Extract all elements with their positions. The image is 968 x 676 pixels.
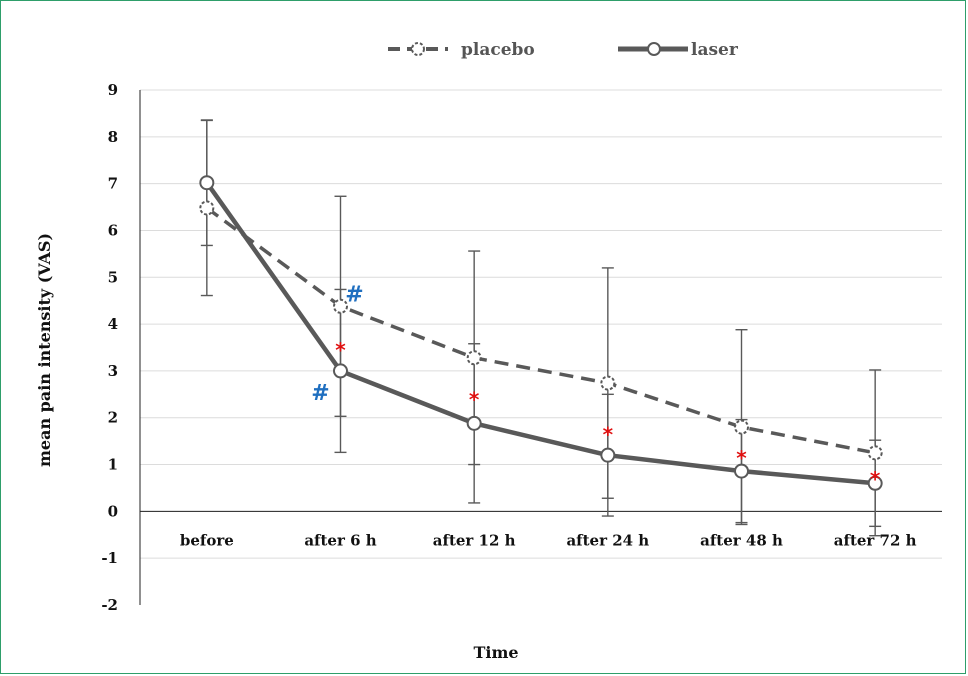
y-tick-label: 7	[108, 175, 118, 193]
x-tick-label: after 6 h	[304, 531, 376, 549]
data-point-laser	[600, 447, 616, 463]
hash-marker: #	[345, 283, 363, 308]
legend-item-laser: laser	[618, 40, 739, 60]
x-tick-label: after 48 h	[700, 531, 783, 549]
legend-label-placebo: placebo	[461, 40, 535, 60]
data-point-placebo	[734, 419, 749, 435]
y-tick-label: 8	[108, 128, 118, 146]
series-lines	[204, 181, 876, 486]
x-axis-title: Time	[473, 643, 518, 662]
y-tick-label: 9	[108, 81, 118, 99]
x-tick-labels: before after 6 h after 12 h after 24 h after…	[180, 531, 917, 549]
data-point-laser	[199, 175, 215, 191]
legend-label-laser: laser	[691, 40, 739, 60]
series-line-laser	[204, 181, 876, 486]
y-tick-label: -2	[101, 596, 118, 614]
x-tick-label: before	[180, 531, 234, 549]
legend: placebo laser	[388, 40, 739, 60]
gridlines	[140, 89, 942, 559]
y-tick-label: 5	[108, 268, 118, 286]
data-point-placebo	[333, 298, 348, 314]
y-tick-label: 0	[108, 502, 118, 520]
y-tick-label: -1	[101, 549, 118, 567]
asterisk-marker: *	[469, 387, 480, 411]
data-point-laser	[466, 415, 482, 431]
data-point-placebo	[600, 375, 616, 391]
y-tick-label: 4	[108, 315, 118, 333]
legend-marker-placebo	[411, 42, 425, 56]
legend-item-placebo: placebo	[388, 40, 535, 60]
data-point-laser	[867, 475, 883, 491]
hash-marker: #	[311, 381, 329, 406]
x-tick-label: after 12 h	[433, 531, 516, 549]
asterisk-marker: *	[335, 338, 346, 362]
series-line-placebo	[205, 206, 876, 455]
y-axis-title: mean pain intensity (VAS)	[35, 233, 54, 467]
y-tick-label: 6	[108, 221, 118, 239]
data-point-placebo	[199, 200, 215, 216]
legend-marker-laser	[647, 42, 661, 56]
y-tick-label: 3	[108, 362, 118, 380]
data-point-placebo	[867, 445, 883, 461]
y-tick-label: 1	[108, 456, 118, 474]
significance-markers: ##*****	[311, 283, 881, 491]
asterisk-marker: *	[603, 422, 614, 446]
x-tick-label: after 24 h	[566, 531, 649, 549]
data-point-laser	[333, 363, 348, 379]
data-point-placebo	[466, 350, 482, 366]
y-tick-label: 2	[108, 409, 118, 427]
data-point-laser	[734, 463, 749, 479]
asterisk-marker: *	[870, 467, 881, 491]
x-tick-label: after 72 h	[834, 531, 917, 549]
y-tick-labels: 9 8 7 6 5 4 3 2 1 0 -1 -2	[101, 81, 118, 614]
asterisk-marker: *	[736, 446, 747, 470]
data-points	[199, 175, 883, 491]
